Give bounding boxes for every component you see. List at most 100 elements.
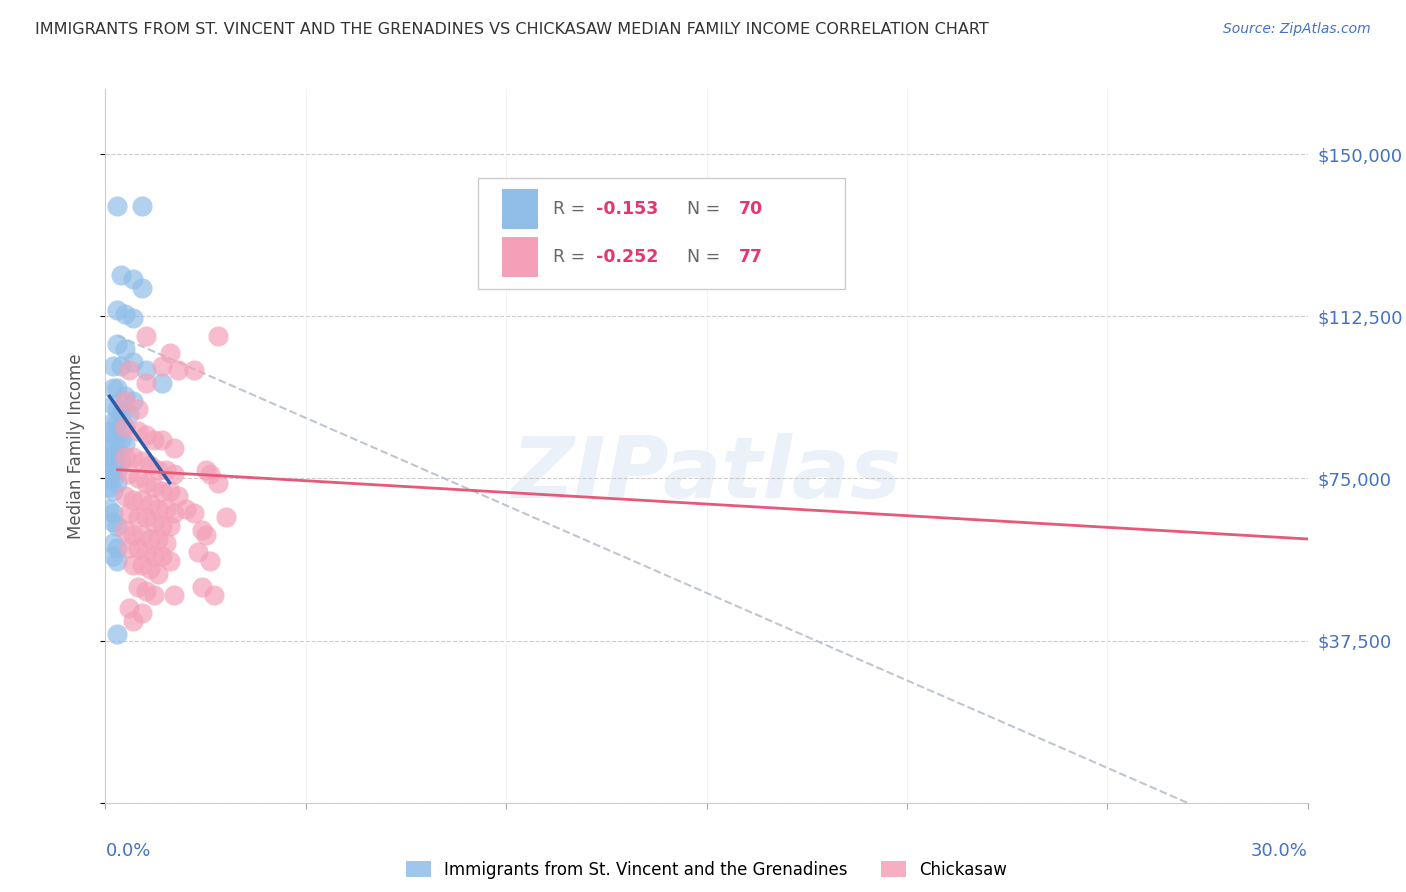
Point — [118, 506, 141, 520]
Point — [107, 553, 129, 567]
Point — [127, 402, 149, 417]
Text: 0.0%: 0.0% — [105, 842, 150, 860]
Point — [122, 558, 145, 572]
Point — [138, 458, 160, 473]
Point — [131, 558, 153, 572]
Point — [114, 437, 136, 451]
Point — [114, 489, 136, 503]
Point — [103, 471, 125, 485]
Point — [142, 515, 165, 529]
Point — [131, 527, 153, 541]
Point — [110, 359, 132, 373]
Point — [162, 506, 184, 520]
Point — [150, 433, 173, 447]
Point — [142, 549, 165, 564]
Point — [107, 415, 129, 429]
Point — [162, 441, 184, 455]
Point — [174, 501, 197, 516]
Point — [114, 450, 136, 464]
Point — [150, 549, 173, 564]
Point — [183, 506, 205, 520]
Point — [118, 541, 141, 555]
Point — [107, 199, 129, 213]
Point — [127, 510, 149, 524]
Point — [135, 328, 157, 343]
Point — [127, 541, 149, 555]
Text: ZIPatlas: ZIPatlas — [512, 433, 901, 516]
Point — [135, 583, 157, 598]
Point — [103, 549, 125, 564]
Point — [110, 268, 132, 282]
Point — [166, 489, 188, 503]
Point — [122, 393, 145, 408]
Point — [107, 541, 129, 555]
Point — [98, 441, 121, 455]
Point — [107, 428, 129, 442]
Point — [107, 519, 129, 533]
Point — [118, 601, 141, 615]
Legend: Immigrants from St. Vincent and the Grenadines, Chickasaw: Immigrants from St. Vincent and the Gren… — [398, 853, 1015, 888]
Point — [103, 381, 125, 395]
Text: Source: ZipAtlas.com: Source: ZipAtlas.com — [1223, 22, 1371, 37]
Point — [155, 463, 177, 477]
Point — [190, 580, 212, 594]
Point — [138, 562, 160, 576]
Point — [127, 424, 149, 438]
Point — [159, 484, 181, 499]
Point — [146, 532, 169, 546]
Point — [146, 566, 169, 581]
Point — [103, 463, 125, 477]
Point — [138, 497, 160, 511]
Point — [150, 376, 173, 391]
Point — [114, 524, 136, 538]
Point — [107, 463, 129, 477]
Point — [107, 337, 129, 351]
Point — [122, 311, 145, 326]
Point — [198, 467, 221, 482]
Point — [103, 441, 125, 455]
Point — [131, 606, 153, 620]
Point — [114, 389, 136, 403]
FancyBboxPatch shape — [478, 178, 845, 289]
Point — [150, 484, 173, 499]
Point — [110, 419, 132, 434]
Point — [162, 467, 184, 482]
Point — [207, 328, 229, 343]
Point — [142, 433, 165, 447]
Point — [107, 627, 129, 641]
Point — [166, 363, 188, 377]
Point — [122, 272, 145, 286]
Point — [118, 363, 141, 377]
Point — [122, 614, 145, 628]
Y-axis label: Median Family Income: Median Family Income — [66, 353, 84, 539]
Point — [127, 580, 149, 594]
Point — [135, 510, 157, 524]
Point — [103, 506, 125, 520]
Point — [98, 450, 121, 464]
Point — [198, 553, 221, 567]
Point — [146, 501, 169, 516]
Point — [142, 588, 165, 602]
FancyBboxPatch shape — [502, 237, 538, 277]
Point — [135, 545, 157, 559]
Point — [103, 415, 125, 429]
Point — [110, 454, 132, 468]
Point — [142, 480, 165, 494]
Point — [183, 363, 205, 377]
Point — [146, 463, 169, 477]
Point — [194, 527, 217, 541]
Point — [107, 302, 129, 317]
Point — [107, 475, 129, 490]
Point — [122, 450, 145, 464]
Point — [107, 454, 129, 468]
Text: N =: N = — [676, 200, 727, 218]
Text: 77: 77 — [740, 248, 763, 266]
Point — [114, 419, 136, 434]
Point — [114, 342, 136, 356]
Point — [159, 553, 181, 567]
Point — [162, 588, 184, 602]
Point — [114, 307, 136, 321]
Point — [103, 515, 125, 529]
Point — [118, 467, 141, 482]
Text: -0.153: -0.153 — [596, 200, 658, 218]
